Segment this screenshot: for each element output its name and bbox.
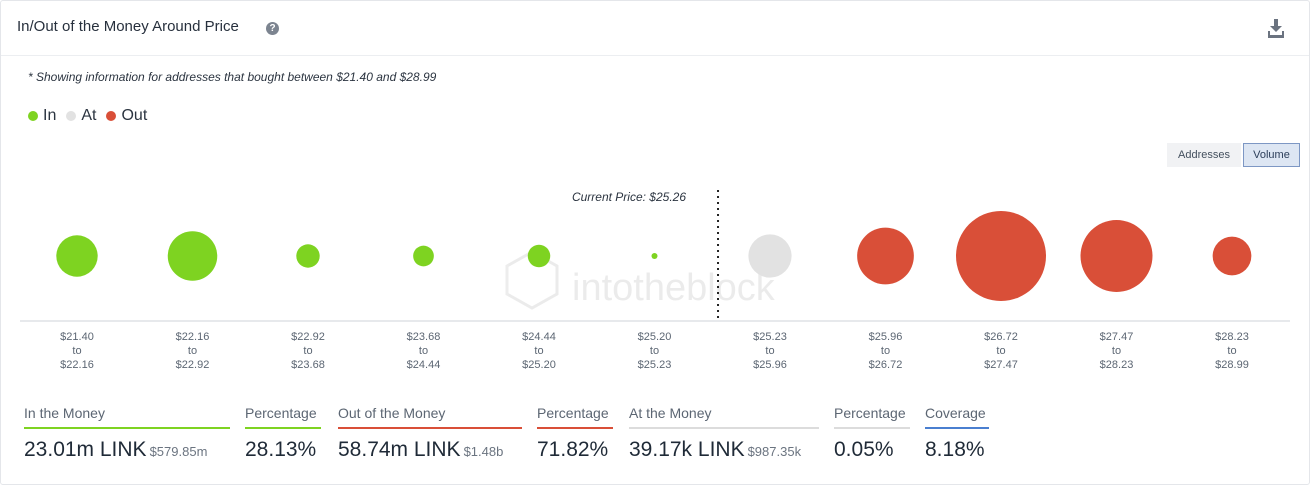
stat-value: 71.82%	[537, 438, 613, 462]
bubble-in	[413, 245, 434, 267]
stat-main-value: 28.13%	[245, 438, 317, 461]
legend-label-out: Out	[121, 107, 148, 124]
stat-percentage: Percentage 0.05%	[834, 405, 910, 462]
tick-label: $22.16	[176, 331, 210, 343]
download-icon[interactable]	[1267, 18, 1285, 38]
money-bubble-chart: intotheblock Current Price: $25.26 $21.40 t…	[20, 190, 1290, 371]
panel-title: In/Out of the Money Around Price	[17, 18, 239, 35]
bubble-in	[167, 231, 218, 281]
stat-label: At the Money	[629, 405, 819, 429]
bubble-out	[956, 211, 1046, 301]
tick-label: $28.23	[1100, 359, 1134, 371]
bubble-in	[527, 244, 551, 268]
stat-value: 28.13%	[245, 438, 321, 462]
tick-label: $25.20	[522, 359, 556, 371]
panel-header: In/Out of the Money Around Price ?	[1, 1, 1309, 56]
stat-main-value: 23.01m LINK	[24, 438, 147, 461]
tick-label: $24.44	[407, 359, 441, 371]
legend-item-at[interactable]: At	[66, 107, 96, 125]
tick-label: to	[72, 345, 81, 357]
stat-label: Percentage	[834, 405, 910, 429]
stat-percentage: Percentage 28.13%	[245, 405, 321, 462]
tick-label: $22.92	[291, 331, 325, 343]
tick-label: $22.92	[176, 359, 210, 371]
tick-label: $27.47	[984, 359, 1018, 371]
stat-main-value: 39.17k LINK	[629, 438, 745, 461]
tick-label: $21.40	[60, 331, 94, 343]
watermark: intotheblock	[505, 250, 776, 310]
stat-value: 58.74m LINK $1.48b	[338, 438, 522, 462]
legend-item-out[interactable]: Out	[106, 107, 147, 125]
stat-label: In the Money	[24, 405, 230, 429]
tick-label: to	[650, 345, 659, 357]
stat-label: Percentage	[245, 405, 321, 429]
bubble-in	[56, 235, 98, 277]
stat-main-value: 8.18%	[925, 438, 985, 461]
tick-label: $24.44	[522, 331, 556, 343]
stat-out-of-the-money: Out of the Money 58.74m LINK $1.48b	[338, 405, 522, 462]
stat-percentage: Percentage 71.82%	[537, 405, 613, 462]
tick-label: $26.72	[984, 331, 1018, 343]
stat-main-value: 0.05%	[834, 438, 894, 461]
tick-label: $23.68	[407, 331, 441, 343]
tick-label: to	[1112, 345, 1121, 357]
stat-coverage: Coverage 8.18%	[925, 405, 989, 462]
tick-label: $25.23	[638, 359, 672, 371]
stat-label: Percentage	[537, 405, 613, 429]
tick-label: $28.23	[1215, 331, 1249, 343]
tick-label: $25.96	[753, 359, 787, 371]
legend: In At Out	[28, 107, 157, 125]
stat-value: 8.18%	[925, 438, 989, 462]
tick-label: $26.72	[869, 359, 903, 371]
stat-usd-value: $579.85m	[149, 444, 208, 459]
tick-label: $25.23	[753, 331, 787, 343]
tick-label: $25.20	[638, 331, 672, 343]
stat-at-the-money: At the Money 39.17k LINK $987.35k	[629, 405, 819, 462]
tick-label: to	[419, 345, 428, 357]
tick-label: to	[303, 345, 312, 357]
tick-label: $25.96	[869, 331, 903, 343]
stat-value: 39.17k LINK $987.35k	[629, 438, 819, 462]
legend-label-at: At	[81, 107, 97, 124]
bubble-out	[1080, 220, 1153, 292]
bubble-out	[857, 227, 914, 285]
current-price-label: Current Price: $25.26	[572, 190, 686, 204]
watermark-text: intotheblock	[572, 267, 776, 309]
tick-label: to	[534, 345, 543, 357]
bubble-in	[651, 253, 658, 259]
tick-label: $23.68	[291, 359, 325, 371]
legend-label-in: In	[43, 107, 57, 124]
help-icon[interactable]: ?	[266, 22, 279, 35]
stat-in-the-money: In the Money 23.01m LINK $579.85m	[24, 405, 230, 462]
stat-value: 0.05%	[834, 438, 910, 462]
legend-dot-at	[66, 111, 77, 121]
stat-usd-value: $987.35k	[747, 444, 802, 459]
bubble-in	[296, 244, 320, 268]
stat-usd-value: $1.48b	[463, 444, 504, 459]
tick-label: to	[996, 345, 1005, 357]
tick-label: to	[765, 345, 774, 357]
tick-label: $28.99	[1215, 359, 1249, 371]
bubble-at	[748, 234, 792, 278]
stat-value: 23.01m LINK $579.85m	[24, 438, 230, 462]
range-note: * Showing information for addresses that…	[28, 70, 437, 84]
tick-label: $27.47	[1100, 331, 1134, 343]
stat-main-value: 71.82%	[537, 438, 609, 461]
stat-label: Out of the Money	[338, 405, 522, 429]
tick-label: to	[1227, 345, 1236, 357]
tick-label: $22.16	[60, 359, 94, 371]
legend-dot-in	[28, 111, 38, 121]
legend-item-in[interactable]: In	[28, 107, 56, 125]
addresses-toggle[interactable]: Addresses	[1167, 143, 1241, 167]
tick-label: to	[881, 345, 890, 357]
bubble-out	[1212, 236, 1252, 276]
volume-toggle[interactable]: Volume	[1243, 143, 1300, 167]
legend-dot-out	[106, 111, 117, 121]
stat-main-value: 58.74m LINK	[338, 438, 461, 461]
stat-label: Coverage	[925, 405, 989, 429]
tick-label: to	[188, 345, 197, 357]
